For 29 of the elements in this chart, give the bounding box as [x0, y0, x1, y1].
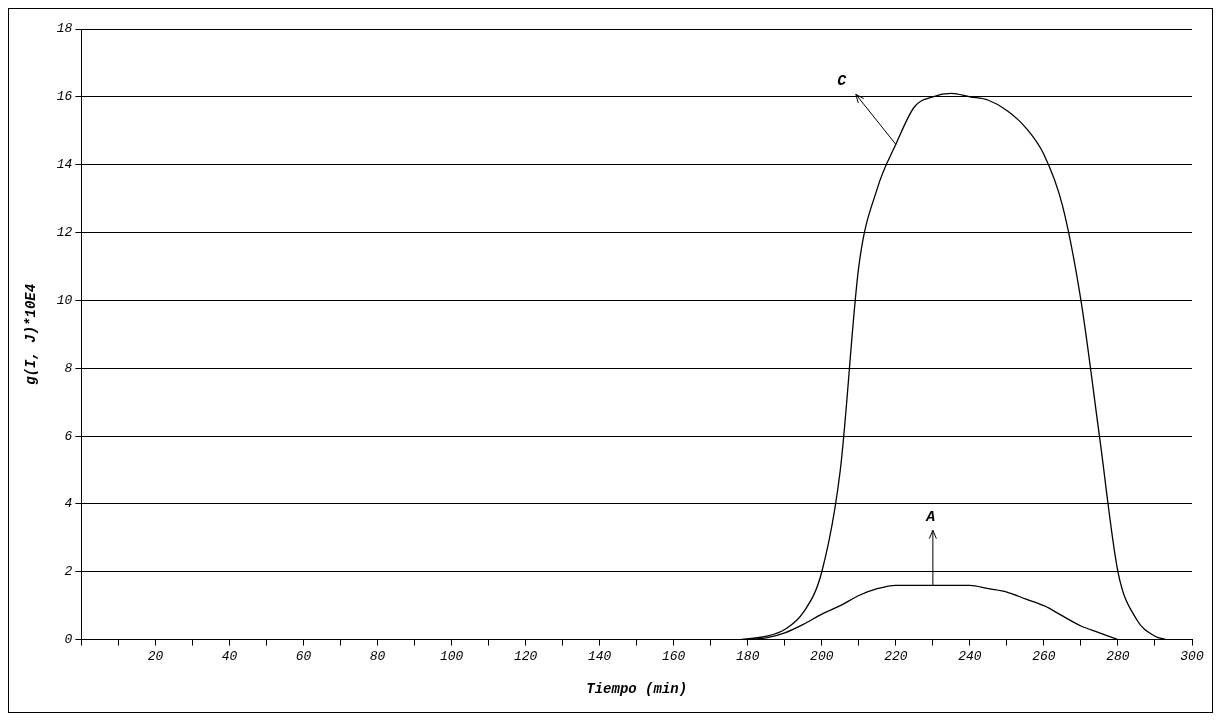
x-axis-title: Tiempo (min): [586, 681, 688, 698]
y-tick-label: 2: [64, 564, 73, 580]
y-tick-label: 10: [56, 292, 73, 308]
x-tick-label: 180: [736, 648, 760, 664]
x-tick-label: 60: [295, 648, 312, 664]
y-axis-title: g(I, J)*10E4: [22, 283, 39, 385]
y-tick-label: 16: [56, 89, 73, 105]
x-tick-label: 260: [1032, 648, 1056, 664]
x-tick-label: 40: [221, 648, 238, 664]
x-tick-label: 20: [147, 648, 164, 664]
x-tick-label: 120: [513, 648, 538, 664]
annotation: A: [925, 508, 936, 526]
x-tick-label: 200: [810, 648, 834, 664]
y-tick-label: 12: [56, 224, 73, 240]
y-tick-label: 0: [64, 632, 73, 648]
x-tick-label: 240: [958, 648, 982, 664]
x-tick-label: 300: [1180, 648, 1204, 664]
x-tick-label: 100: [439, 648, 464, 664]
x-tick-label: 220: [884, 648, 908, 664]
x-tick-label: 280: [1106, 648, 1130, 664]
y-tick-label: 14: [56, 157, 73, 173]
y-tick-label: 18: [56, 21, 73, 37]
x-tick-label: 80: [369, 648, 386, 664]
y-tick-label: 8: [64, 360, 73, 376]
y-tick-label: 4: [64, 496, 73, 512]
annotation: C: [837, 72, 848, 90]
y-tick-label: 6: [64, 428, 73, 444]
x-tick-label: 140: [587, 648, 612, 664]
x-tick-label: 160: [662, 648, 686, 664]
